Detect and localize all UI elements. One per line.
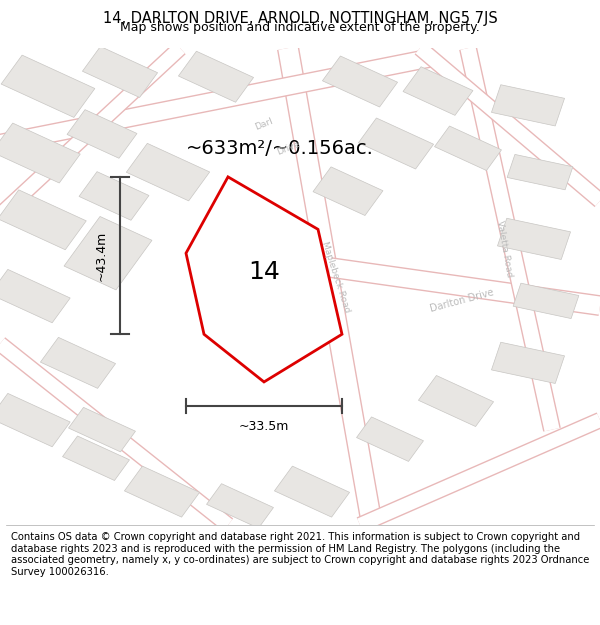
Polygon shape [322,56,398,107]
Polygon shape [403,67,473,116]
Polygon shape [0,123,80,183]
Polygon shape [0,393,70,447]
Polygon shape [434,126,502,171]
Polygon shape [40,338,116,388]
Polygon shape [418,376,494,426]
Polygon shape [127,143,209,201]
Text: Darlton Drive: Darlton Drive [429,288,495,314]
Polygon shape [79,172,149,220]
Polygon shape [491,342,565,384]
Text: ~633m²/~0.156ac.: ~633m²/~0.156ac. [186,139,374,158]
Polygon shape [67,109,137,158]
Polygon shape [313,167,383,216]
Polygon shape [0,269,70,322]
Polygon shape [1,55,95,118]
Text: Map shows position and indicative extent of the property.: Map shows position and indicative extent… [120,21,480,34]
Polygon shape [64,216,152,290]
Polygon shape [206,484,274,528]
Polygon shape [513,283,579,319]
Polygon shape [497,218,571,259]
Polygon shape [68,408,136,452]
Text: Maplebeck Road: Maplebeck Road [320,240,352,314]
Polygon shape [124,466,200,517]
Polygon shape [274,466,350,517]
Polygon shape [82,46,158,98]
Text: ~43.4m: ~43.4m [95,231,108,281]
Polygon shape [178,51,254,102]
Text: Contains OS data © Crown copyright and database right 2021. This information is : Contains OS data © Crown copyright and d… [11,532,589,577]
Polygon shape [356,417,424,461]
Text: 14, DARLTON DRIVE, ARNOLD, NOTTINGHAM, NG5 7JS: 14, DARLTON DRIVE, ARNOLD, NOTTINGHAM, N… [103,11,497,26]
Text: ~33.5m: ~33.5m [239,420,289,433]
Polygon shape [62,436,130,481]
Text: Drive: Drive [275,139,301,157]
Polygon shape [186,177,342,382]
Polygon shape [507,154,573,190]
Text: 14: 14 [248,260,280,284]
Polygon shape [358,118,434,169]
Polygon shape [491,85,565,126]
Polygon shape [0,190,86,250]
Text: Darl: Darl [254,117,274,132]
Text: Valetta Road: Valetta Road [494,219,514,278]
